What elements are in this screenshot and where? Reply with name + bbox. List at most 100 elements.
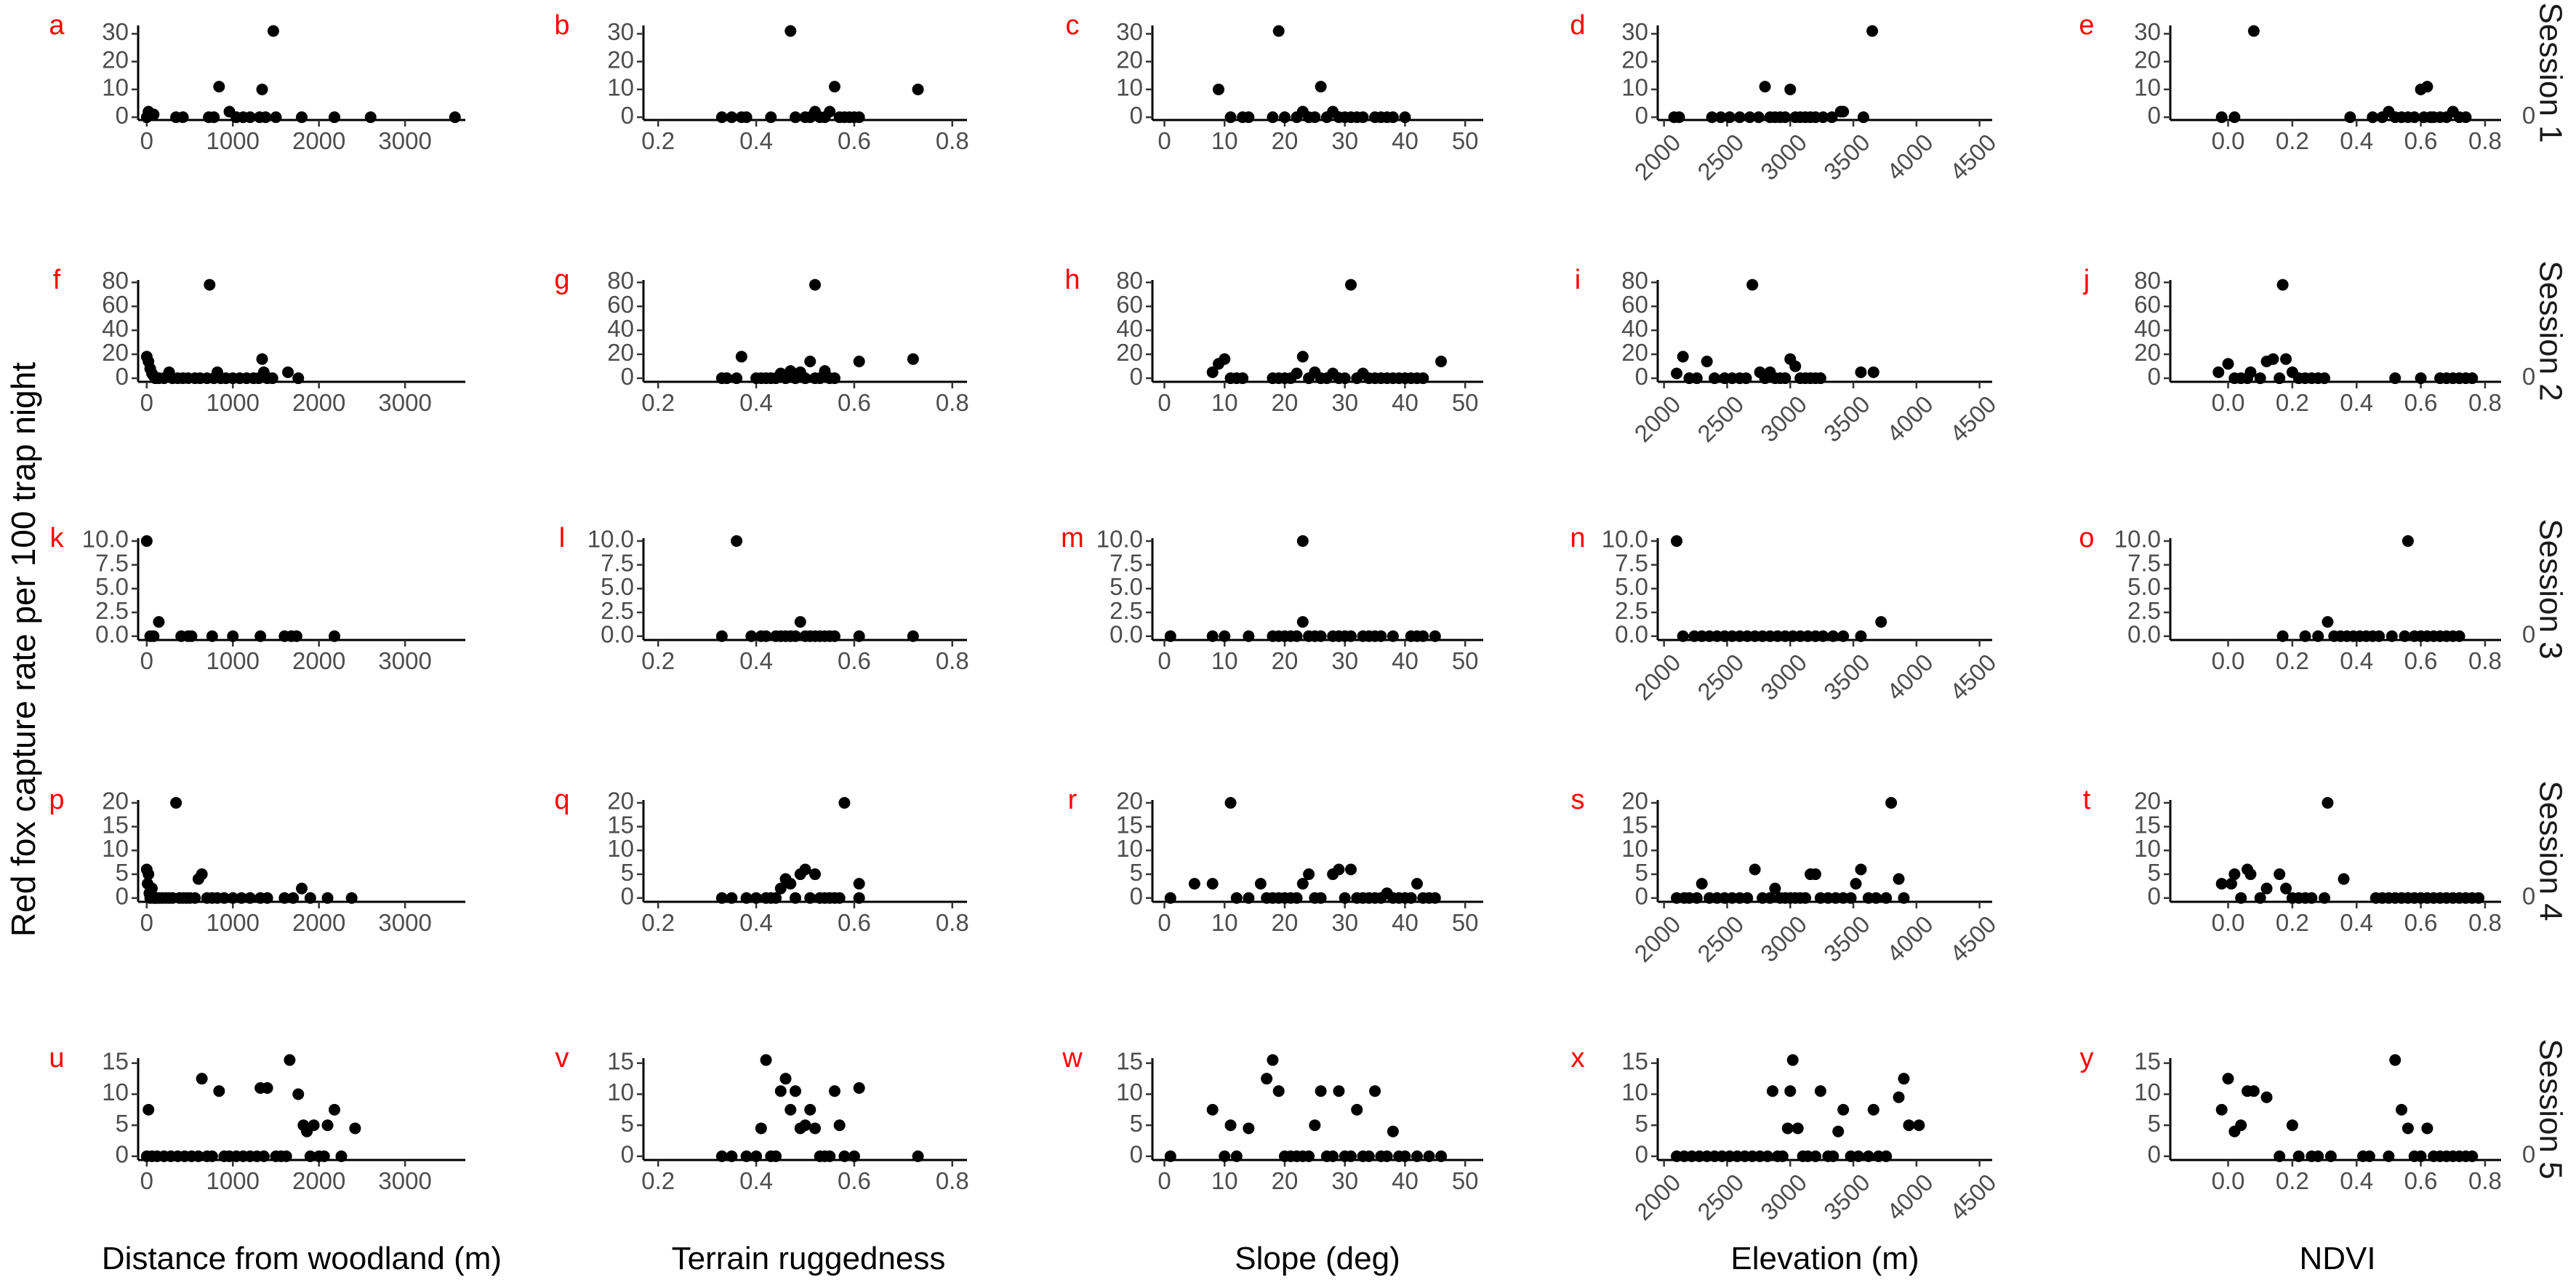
x-tick-label: 3000	[1755, 129, 1812, 185]
data-point	[1893, 1091, 1905, 1103]
data-point	[1206, 878, 1219, 890]
data-point	[282, 366, 294, 378]
panel: 0 5 10 15 0 1000 2000 3000 u	[49, 1043, 465, 1194]
data-point	[1837, 1103, 1850, 1116]
y-tick-label: 40	[607, 315, 634, 342]
panel-label: u	[49, 1043, 64, 1073]
data-point	[2247, 25, 2260, 37]
data-point	[2421, 81, 2433, 93]
x-tick-label: 30	[1331, 909, 1358, 936]
y-tick-label: 0	[621, 1141, 634, 1168]
y-tick-label: 5	[116, 1110, 129, 1137]
data-point	[1405, 892, 1417, 904]
data-point	[1898, 1073, 1910, 1085]
data-point	[345, 892, 358, 904]
y-tick-label: 5	[621, 1110, 634, 1137]
x-tick-label: 0.2	[2276, 1167, 2309, 1194]
data-point	[853, 630, 865, 642]
y-tick-label: 5	[621, 859, 634, 886]
x-tick-label: 2000	[292, 1167, 345, 1194]
data-point	[2460, 111, 2472, 124]
panel-label: g	[554, 265, 569, 295]
data-point	[715, 892, 728, 904]
data-point	[838, 796, 851, 809]
session-strip-label: Session 5	[2532, 1039, 2568, 1179]
data-point	[2473, 892, 2485, 904]
data-point	[1435, 1150, 1448, 1162]
data-point	[1809, 1150, 1821, 1162]
data-point	[2415, 1150, 2427, 1162]
data-point	[731, 535, 743, 547]
data-point	[1690, 892, 1703, 904]
x-tick-label: 50	[1452, 389, 1479, 416]
data-point	[755, 1122, 767, 1135]
x-tick-label: 0	[140, 909, 153, 936]
x-tick-label: 1000	[206, 909, 260, 936]
data-point	[1837, 105, 1850, 118]
x-tick-label: 40	[1392, 127, 1419, 154]
x-tick-label: 0.8	[936, 647, 969, 674]
x-tick-label: 0.6	[2404, 909, 2438, 936]
data-point	[449, 111, 461, 124]
data-point	[1677, 630, 1689, 642]
data-point	[296, 882, 308, 895]
data-point	[2383, 1150, 2395, 1162]
y-tick-label: 20	[2134, 339, 2161, 366]
panel-label: e	[2079, 10, 2094, 41]
data-point	[321, 1119, 334, 1132]
data-point	[828, 372, 840, 385]
x-tick-label: 0.4	[739, 1167, 773, 1194]
data-point	[1411, 1150, 1423, 1162]
y-tick-label: 30	[102, 18, 129, 45]
data-point	[2312, 1150, 2324, 1162]
data-point	[1206, 1103, 1219, 1116]
x-tick-label: 2500	[1692, 649, 1749, 705]
data-point	[329, 111, 340, 124]
data-point	[1164, 1150, 1176, 1162]
data-point	[208, 111, 220, 124]
data-point	[2421, 1122, 2433, 1135]
y-tick-label: 40	[1621, 315, 1648, 342]
x-tick-label: 3000	[378, 127, 431, 154]
data-point	[1880, 892, 1893, 904]
x-tick-label: 0	[140, 389, 153, 416]
x-tick-label: 0	[140, 647, 153, 674]
data-point	[2363, 1150, 2375, 1162]
data-point	[2367, 111, 2379, 124]
y-tick-label: 10	[607, 835, 634, 862]
x-tick-label: 2000	[1629, 911, 1686, 967]
y-tick-label: 15	[1621, 1048, 1648, 1075]
data-point	[2235, 1119, 2247, 1132]
panel-label: a	[49, 10, 65, 41]
x-tick-label: 1000	[206, 1167, 260, 1194]
x-tick-label: 4500	[1944, 391, 2001, 447]
data-point	[853, 892, 865, 904]
y-tick-label: 40	[2134, 315, 2161, 342]
data-point	[296, 111, 308, 124]
x-tick-label: 3000	[378, 647, 431, 674]
y-tick-label: 0	[1635, 102, 1648, 129]
data-point	[2235, 892, 2247, 904]
data-point	[1885, 796, 1898, 809]
data-point	[774, 1085, 787, 1097]
x-tick-label: 0.8	[936, 909, 969, 936]
x-tick-label: 0.6	[838, 909, 871, 936]
y-tick-label: 10	[1116, 835, 1143, 862]
y-tick-label: 10	[2134, 1079, 2161, 1105]
x-tick-label: 0.8	[2468, 909, 2502, 936]
data-point	[828, 630, 840, 642]
y-tick-label: 40	[1116, 315, 1143, 342]
data-point	[1423, 1150, 1435, 1162]
x-tick-label: 3000	[1755, 1169, 1812, 1225]
data-point	[824, 105, 836, 118]
data-point	[1399, 111, 1411, 124]
data-point	[185, 630, 198, 642]
x-tick-label: 40	[1392, 647, 1419, 674]
data-point	[1272, 25, 1285, 37]
data-point	[726, 892, 738, 904]
data-point	[2373, 630, 2386, 642]
